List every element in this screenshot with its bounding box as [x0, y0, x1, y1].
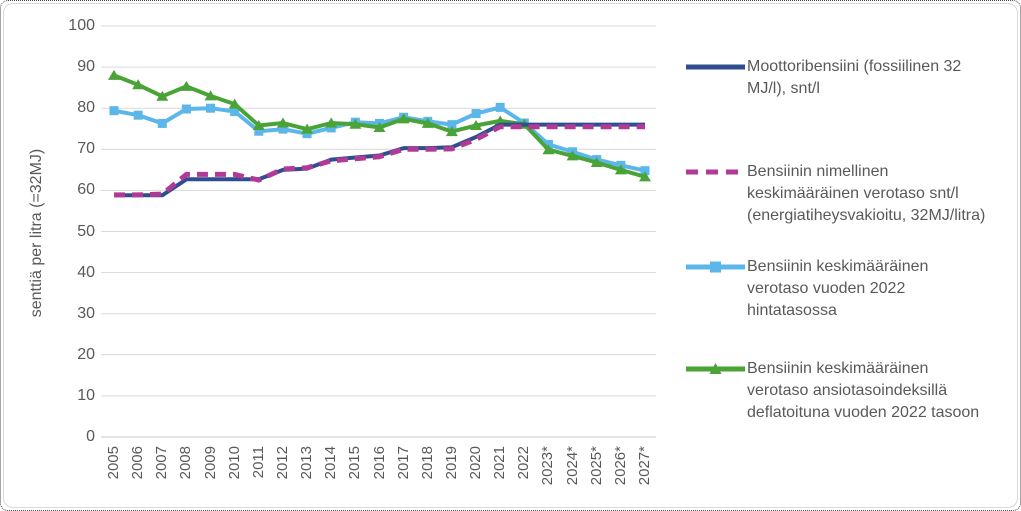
square-marker [302, 129, 312, 139]
legend-item-label: Bensiinin keskimääräinen verotaso vuoden… [747, 258, 929, 319]
triangle-marker [301, 123, 314, 134]
x-tick-label: 2011 [249, 446, 267, 479]
triangle-marker [445, 126, 458, 137]
legend-swatch-solid-line [686, 64, 745, 70]
x-tick-label: 2007 [153, 446, 171, 480]
legend-square-marker [710, 261, 721, 273]
series-line-2 [113, 105, 646, 173]
square-marker [447, 120, 457, 130]
x-tick-label: 2014 [322, 446, 340, 480]
y-tick-label: 30 [77, 304, 95, 322]
y-tick-label: 90 [77, 58, 95, 76]
triangle-marker [276, 117, 289, 128]
x-tick-label: 2010 [225, 446, 243, 480]
legend-item-label: Bensiinin keskimääräinen verotaso ansiot… [747, 360, 980, 421]
x-tick-label: 2012 [273, 446, 291, 480]
y-tick-label: 70 [77, 140, 95, 158]
y-tick-label: 100 [68, 17, 95, 34]
y-tick-label: 40 [77, 263, 95, 281]
x-tick-label: 2017 [394, 446, 412, 480]
y-tick-label: 80 [77, 99, 95, 117]
x-tick-label: 2023* [539, 446, 557, 486]
x-tick-label: 2006 [129, 446, 147, 480]
triangle-marker [397, 113, 410, 124]
y-tick-label: 50 [77, 222, 95, 240]
legend-item-label: Moottoribensiini (fossiilinen 32 MJ/l), … [747, 58, 962, 97]
square-marker [326, 123, 336, 133]
square-marker [133, 110, 143, 120]
legend-item: Moottoribensiini (fossiilinen 32 MJ/l), … [685, 56, 989, 100]
x-tick-label: 2013 [298, 446, 316, 480]
legend-triangle-marker [709, 363, 722, 374]
triangle-marker [228, 98, 241, 109]
y-axis-title: senttiä per litra (=32MJ) [28, 148, 45, 318]
triangle-marker [156, 90, 169, 101]
series-line-1 [114, 124, 645, 198]
triangle-marker [349, 118, 362, 129]
legend-item: Bensiinin nimellinen keskimääräinen vero… [685, 161, 989, 227]
legend-swatch-square-line [686, 261, 745, 273]
legend-item: Bensiinin keskimääräinen verotaso ansiot… [685, 358, 989, 424]
triangle-marker [470, 119, 483, 130]
x-tick-label: 2025* [587, 446, 605, 486]
triangle-marker [180, 80, 193, 91]
triangle-marker [204, 90, 217, 101]
x-tick-label: 2009 [201, 446, 219, 480]
x-tick-label: 2021 [491, 446, 509, 480]
y-tick-label: 10 [77, 386, 95, 404]
square-marker [278, 124, 288, 134]
x-tick-label: 2005 [105, 446, 122, 480]
triangle-marker [542, 144, 555, 155]
series-line-0 [114, 122, 645, 198]
square-marker [640, 166, 650, 176]
x-tick-label: 2015 [346, 446, 364, 480]
square-marker [109, 106, 119, 116]
square-marker [495, 102, 505, 112]
y-tick-label: 20 [77, 345, 95, 363]
x-tick-label: 2027* [636, 446, 653, 486]
triangle-marker [421, 117, 434, 128]
square-marker [230, 106, 240, 116]
legend-item: Bensiinin keskimääräinen verotaso vuoden… [685, 256, 989, 322]
triangle-marker [373, 122, 386, 133]
legend-swatch-triangle-line [686, 363, 745, 374]
x-tick-label: 2026* [611, 446, 629, 486]
triangle-marker [132, 79, 145, 90]
x-tick-label: 2016 [370, 446, 388, 480]
square-marker [157, 118, 167, 128]
legend-item-label: Bensiinin nimellinen keskimääräinen vero… [747, 163, 986, 224]
x-tick-label: 2022 [515, 446, 533, 480]
triangle-marker [566, 150, 579, 161]
x-tick-label: 2019 [442, 446, 460, 480]
square-marker [206, 103, 216, 113]
triangle-marker [108, 69, 120, 80]
square-marker [471, 109, 481, 119]
x-tick-label: 2020 [467, 446, 485, 480]
y-tick-label: 60 [77, 181, 95, 199]
triangle-marker [252, 119, 265, 130]
x-tick-label: 2024* [563, 446, 581, 486]
x-tick-label: 2008 [177, 446, 195, 480]
triangle-marker [590, 156, 603, 167]
square-marker [254, 126, 264, 136]
triangle-marker [325, 117, 338, 128]
square-marker [181, 104, 191, 114]
triangle-marker [614, 164, 627, 175]
triangle-marker [639, 171, 651, 182]
y-tick-label: 0 [86, 428, 95, 445]
legend-swatch-dashed-line [686, 169, 745, 175]
x-tick-label: 2018 [418, 446, 436, 480]
